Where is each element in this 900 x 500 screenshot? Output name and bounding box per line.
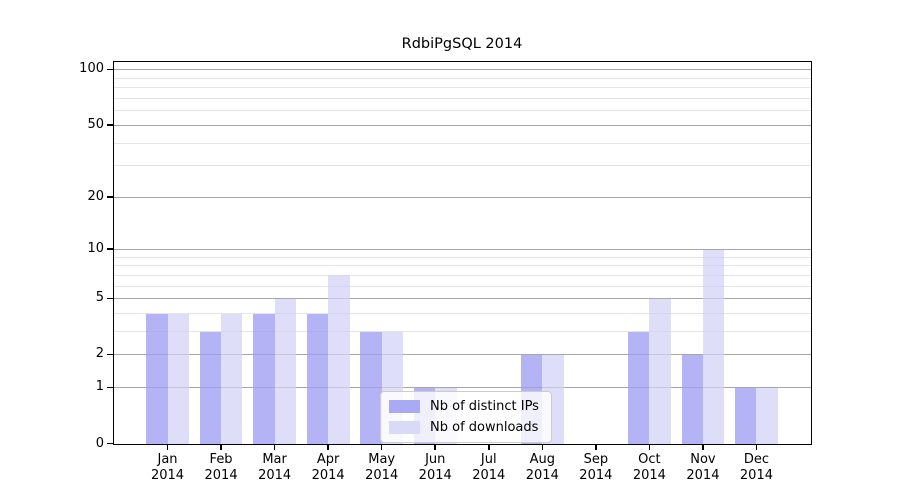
y-axis-tick-label: 50 [87,116,104,132]
bar-downloads-oct [649,298,671,444]
y-axis-tick [107,196,113,198]
major-gridline-overlay [114,124,811,126]
x-axis-tick-label: May 2014 [365,451,399,484]
y-axis-tick [107,353,113,356]
x-axis-tick-label: Jan 2014 [150,451,185,484]
bar-downloads-dec [756,387,778,444]
y-axis-tick [107,297,113,300]
x-axis-tick [380,445,383,450]
x-axis-tick [488,445,490,450]
x-axis-tick-label: Sep 2014 [579,451,613,484]
y-axis-tick-label: 20 [87,188,104,204]
chart-title: RdbiPgSQL 2014 [401,36,523,52]
minor-gridline [114,77,811,79]
legend: Nb of distinct IPs Nb of downloads [380,391,552,443]
plot-area [113,61,812,445]
x-axis-tick [220,445,222,450]
x-axis-tick-label: Jun 2014 [418,451,452,484]
minor-gridline [114,98,811,100]
bar-downloads-apr [328,275,350,444]
x-axis-tick [273,445,276,450]
bar-distinct-ips-dec [735,387,757,444]
major-gridline-overlay [114,196,811,198]
x-axis-tick [702,445,704,450]
legend-swatch [389,421,420,434]
bar-distinct-ips-apr [306,313,329,444]
x-axis-tick-label: Oct 2014 [632,451,666,484]
x-axis-tick-label: Apr 2014 [311,451,345,484]
x-axis-tick [166,445,169,450]
major-gridline [114,124,811,126]
bar-downloads-feb [221,313,243,444]
minor-gridline-overlay [114,165,811,167]
minor-gridline-overlay [114,77,811,79]
x-axis-tick-label: Mar 2014 [258,451,292,484]
minor-gridline-overlay [114,142,811,144]
bar-distinct-ips-nov [681,354,703,444]
bar-downloads-jan [167,313,189,444]
minor-gridline [114,110,811,112]
minor-gridline [114,142,811,144]
x-axis-tick [648,445,651,450]
bar-distinct-ips-oct [627,331,650,444]
major-gridline [114,196,811,198]
x-axis-tick [755,445,758,450]
bar-distinct-ips-mar [253,313,275,444]
x-axis-tick-label: Aug 2014 [525,451,559,484]
legend-swatch [389,400,420,413]
legend-label: Nb of downloads [430,420,539,435]
y-axis-tick [107,386,113,389]
bar-distinct-ips-may [360,331,382,444]
y-axis-tick-label: 10 [87,241,104,257]
bar-downloads-nov [702,249,725,444]
bar-downloads-mar [274,298,297,444]
y-axis-tick [107,68,113,71]
minor-gridline-overlay [114,110,811,112]
legend-label: Nb of distinct IPs [430,399,539,414]
major-gridline-overlay [114,69,811,71]
y-axis-tick-label: 1 [95,379,104,395]
legend-item: Nb of distinct IPs [389,399,539,414]
minor-gridline-overlay [114,87,811,89]
y-axis-tick-label: 5 [95,290,104,306]
x-axis-tick [595,445,597,450]
x-axis-tick [434,445,436,450]
minor-gridline [114,87,811,89]
x-axis-tick-label: Feb 2014 [204,451,238,484]
y-axis-tick-label: 100 [79,61,104,77]
y-axis-tick-label: 0 [95,435,104,451]
bar-distinct-ips-jan [146,313,168,444]
minor-gridline [114,165,811,167]
legend-item: Nb of downloads [389,420,539,435]
y-axis-tick [107,124,113,126]
x-axis-tick-label: Dec 2014 [739,451,773,484]
y-axis-tick-label: 2 [95,346,104,362]
bar-distinct-ips-feb [199,331,222,444]
y-axis-tick [107,442,113,445]
major-gridline [114,69,811,71]
x-axis-tick [541,445,544,450]
y-axis-tick [107,248,113,250]
x-axis-tick-label: Jul 2014 [472,451,506,484]
x-axis-tick [327,445,329,450]
minor-gridline-overlay [114,98,811,100]
x-axis-tick-label: Nov 2014 [686,451,720,484]
